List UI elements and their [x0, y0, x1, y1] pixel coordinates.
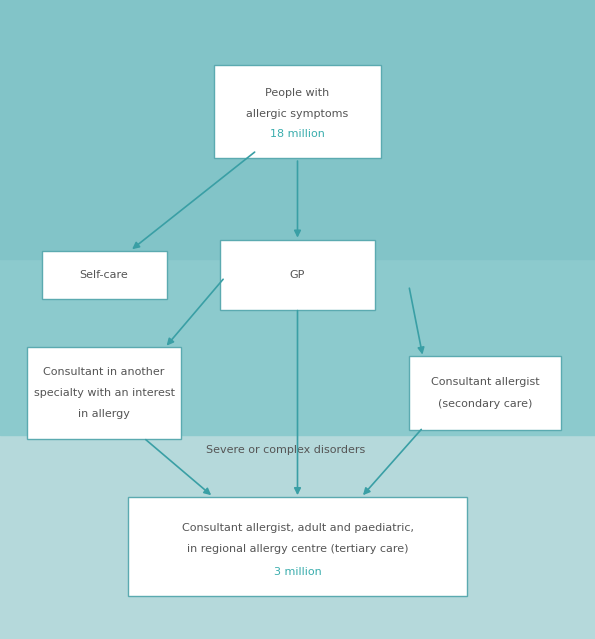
Text: Consultant allergist: Consultant allergist	[431, 378, 539, 387]
Text: People with: People with	[265, 88, 330, 98]
FancyBboxPatch shape	[128, 497, 467, 596]
Text: 3 million: 3 million	[274, 567, 321, 576]
Text: allergic symptoms: allergic symptoms	[246, 109, 349, 119]
FancyBboxPatch shape	[214, 66, 381, 158]
Text: GP: GP	[290, 270, 305, 280]
Text: Consultant allergist, adult and paediatric,: Consultant allergist, adult and paediatr…	[181, 523, 414, 533]
Bar	[0, 259, 595, 435]
FancyBboxPatch shape	[42, 251, 167, 299]
Bar	[0, 435, 595, 639]
FancyBboxPatch shape	[409, 357, 561, 429]
Text: Consultant in another: Consultant in another	[43, 367, 165, 377]
Text: Severe or complex disorders: Severe or complex disorders	[206, 445, 365, 456]
Text: specialty with an interest: specialty with an interest	[34, 388, 174, 398]
Text: 18 million: 18 million	[270, 129, 325, 139]
FancyBboxPatch shape	[27, 346, 181, 440]
Text: Self-care: Self-care	[80, 270, 129, 280]
Text: (secondary care): (secondary care)	[438, 399, 532, 408]
Text: in regional allergy centre (tertiary care): in regional allergy centre (tertiary car…	[187, 544, 408, 554]
Text: in allergy: in allergy	[78, 409, 130, 419]
FancyBboxPatch shape	[220, 240, 375, 310]
Bar	[0, 0, 595, 259]
